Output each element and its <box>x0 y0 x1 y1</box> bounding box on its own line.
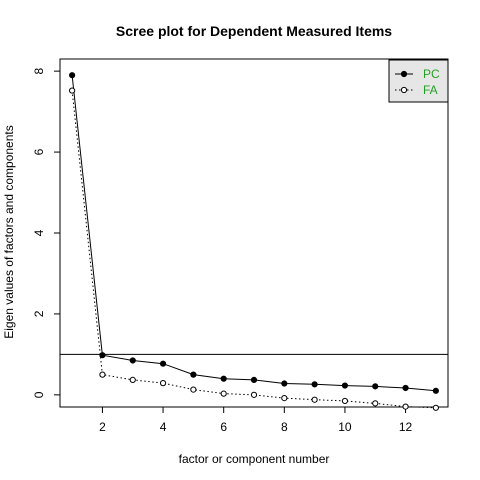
x-tick-label: 6 <box>220 420 227 434</box>
data-point-pc <box>190 371 197 378</box>
data-point-fa <box>432 404 439 411</box>
legend-marker-fa <box>400 86 408 94</box>
y-tick-label: 2 <box>32 310 46 317</box>
data-point-pc <box>402 384 409 392</box>
x-tick-label: 4 <box>160 420 167 434</box>
legend-label-pc: PC <box>423 67 440 81</box>
y-axis-label: Eigen values of factors and components <box>2 125 16 338</box>
data-point-pc <box>220 375 227 382</box>
data-point-pc <box>432 387 439 394</box>
data-point-fa <box>159 380 167 387</box>
data-point-pc <box>99 352 106 359</box>
data-point-fa <box>372 400 379 407</box>
data-point-pc <box>341 382 349 389</box>
legend-box <box>388 59 449 103</box>
y-tick-label: 8 <box>32 67 46 74</box>
data-point-fa <box>220 390 227 397</box>
y-tick-label: 6 <box>32 148 46 155</box>
chart-marks: 2 4 6 8 10 12 0 2 4 6 8 PC FA <box>32 58 449 434</box>
x-tick-label: 2 <box>99 420 106 434</box>
data-point-fa <box>311 396 318 403</box>
data-point-fa <box>250 391 258 398</box>
data-point-pc <box>129 357 136 364</box>
x-tick-label: 12 <box>399 420 413 434</box>
data-point-fa <box>69 87 76 94</box>
data-point-pc <box>281 380 288 387</box>
data-point-fa <box>129 376 136 383</box>
data-point-fa <box>402 403 409 410</box>
data-point-fa <box>281 394 288 402</box>
legend-label-fa: FA <box>423 83 438 97</box>
data-point-pc <box>311 381 318 388</box>
y-tick-label: 4 <box>32 229 46 236</box>
data-point-fa <box>341 397 349 405</box>
data-point-fa <box>190 386 197 393</box>
data-point-pc <box>69 72 76 79</box>
data-point-pc <box>372 383 379 390</box>
y-tick-label: 0 <box>32 391 46 398</box>
chart-title: Scree plot for Dependent Measured Items <box>116 23 392 39</box>
x-tick-label: 8 <box>281 420 288 434</box>
x-axis-label: factor or component number <box>179 452 330 466</box>
x-tick-label: 10 <box>338 420 352 434</box>
data-point-fa <box>99 371 106 378</box>
legend-marker-pc <box>400 70 408 78</box>
data-point-pc <box>250 376 258 383</box>
data-point-pc <box>159 360 167 367</box>
